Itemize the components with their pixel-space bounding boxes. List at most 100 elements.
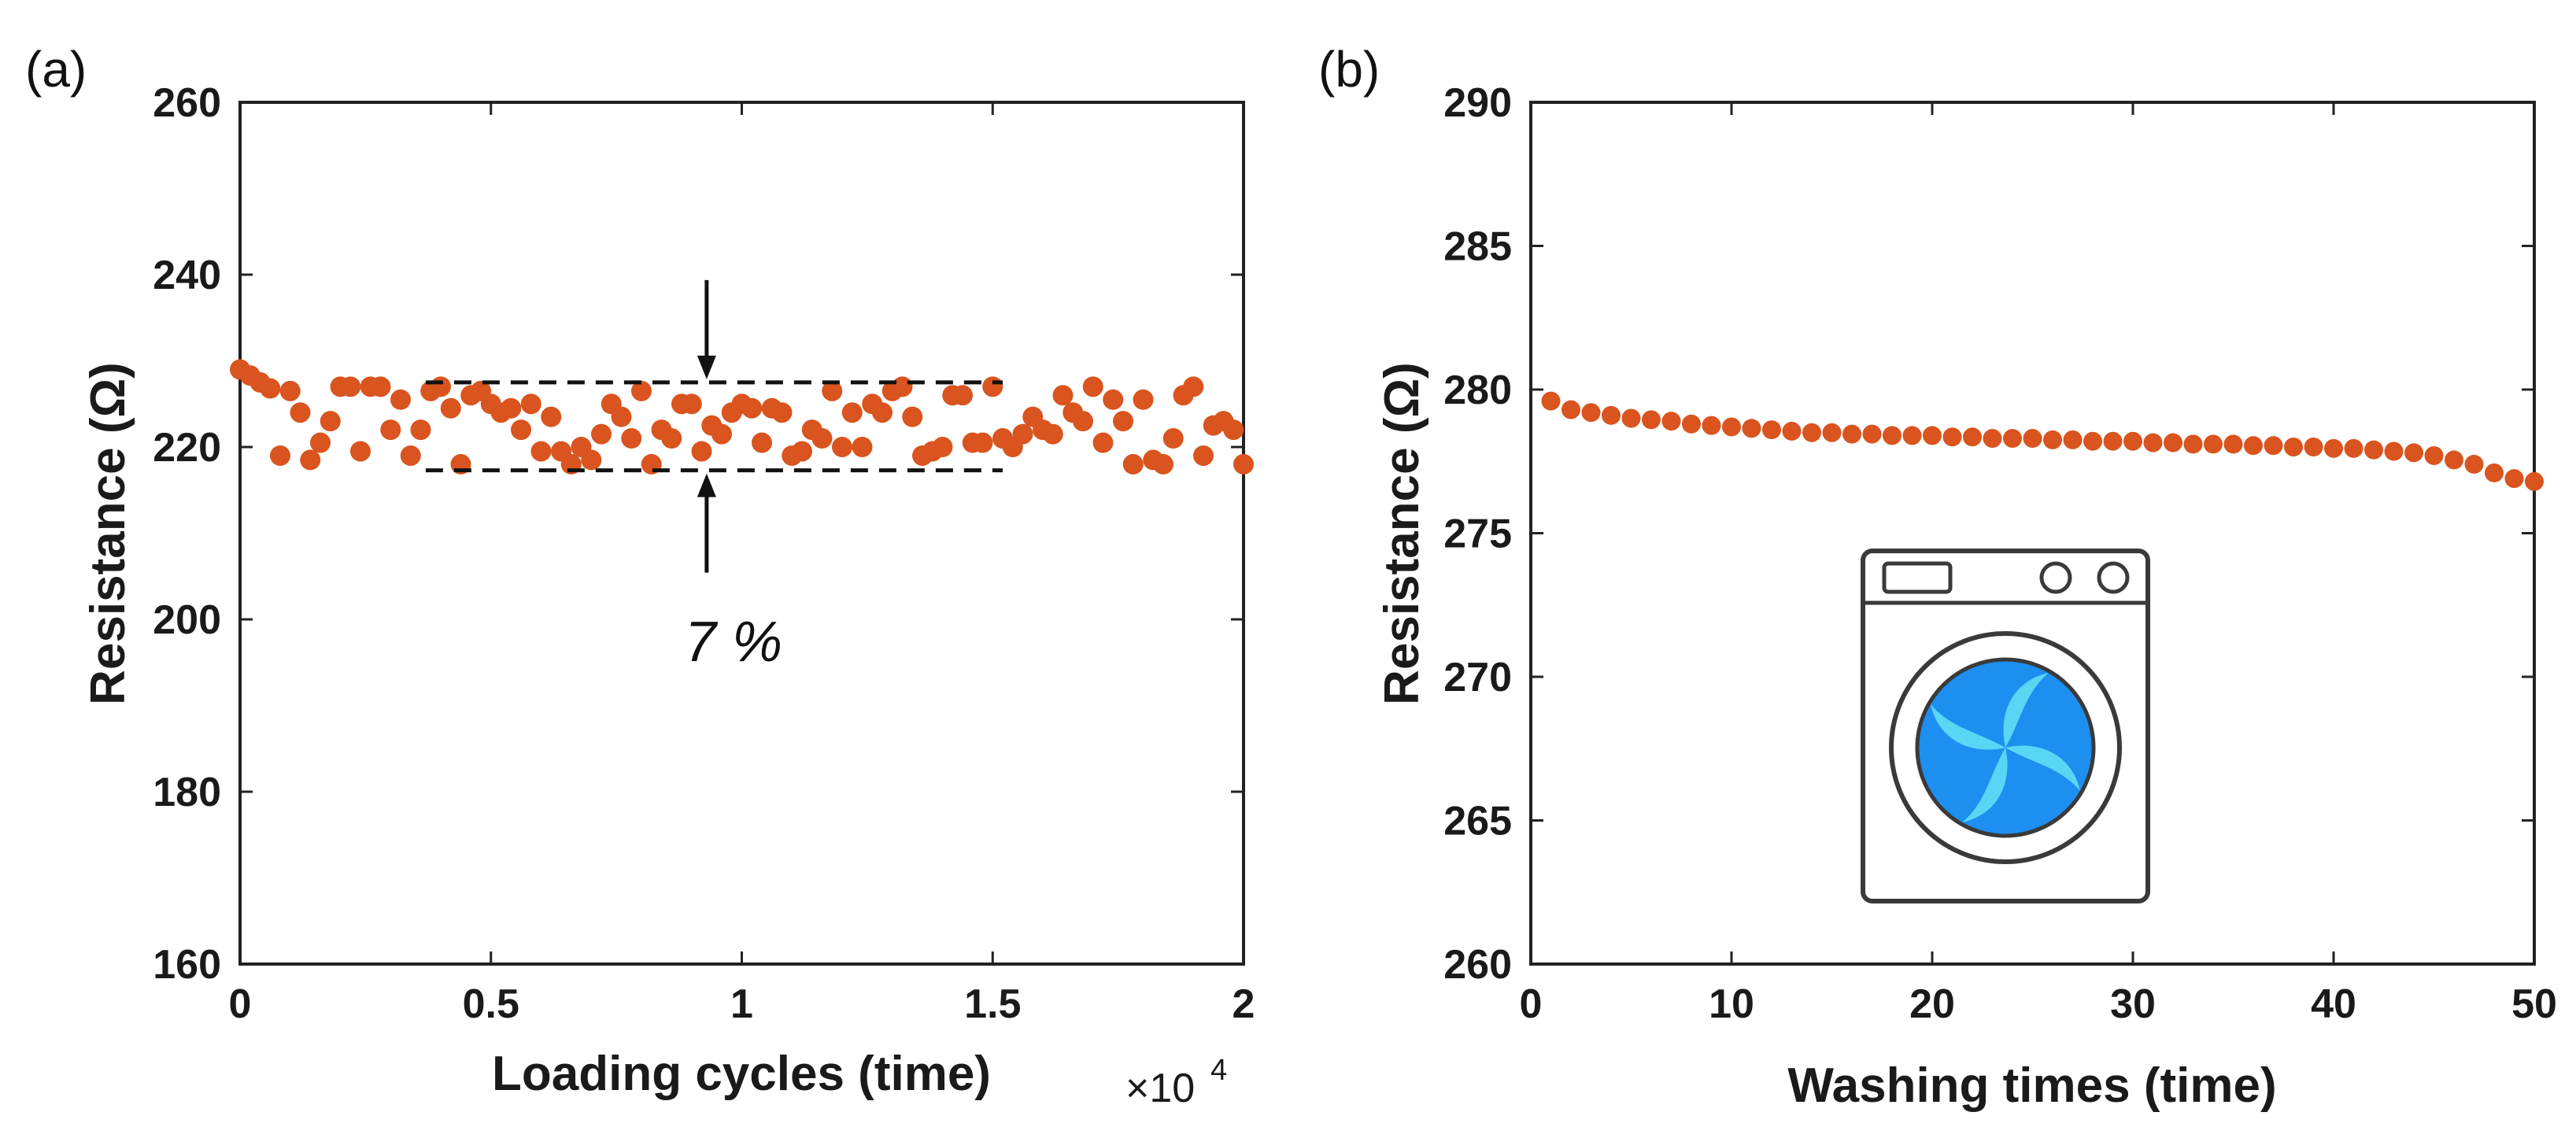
x-tick-label: 0 — [1520, 981, 1543, 1027]
data-point — [1842, 424, 1861, 444]
data-point — [1133, 389, 1154, 410]
x-tick-label: 30 — [2110, 981, 2156, 1027]
panel-a-y-axis-label: Resistance (Ω) — [81, 362, 135, 705]
data-point — [741, 397, 763, 419]
data-point — [932, 437, 953, 457]
data-point — [1702, 416, 1721, 435]
y-tick-label: 200 — [153, 597, 221, 643]
x-multiplier-exponent: 4 — [1210, 1054, 1227, 1087]
y-tick-label: 275 — [1443, 512, 1512, 557]
data-point — [2324, 438, 2343, 458]
data-point — [431, 376, 451, 397]
x-tick-label: 1 — [730, 981, 753, 1027]
data-point — [1802, 423, 1821, 442]
washer-display-icon — [1882, 561, 1953, 594]
data-point — [2204, 434, 2223, 454]
x-tick-label: 0 — [229, 981, 252, 1027]
data-point — [811, 428, 833, 449]
data-point — [440, 397, 461, 419]
data-point — [2223, 434, 2243, 454]
data-point — [1923, 426, 1942, 445]
data-point — [530, 441, 552, 462]
data-point — [2304, 438, 2323, 456]
data-point — [1042, 423, 1063, 445]
data-point — [972, 432, 993, 453]
data-point — [1012, 423, 1033, 445]
down-arrow-icon — [697, 355, 716, 379]
data-point — [2525, 471, 2544, 491]
panel-a-points — [230, 359, 1254, 475]
data-point — [1113, 411, 1133, 432]
y-tick-label: 280 — [1443, 368, 1512, 413]
panel-b: (b) 0 10 20 30 40 50 260 265 270 275 280 285 290 Was… — [1318, 41, 2557, 1113]
variation-annotation: 7 % — [685, 611, 782, 674]
panel-a-band: 7 % — [425, 279, 1003, 674]
data-point — [2083, 431, 2102, 451]
data-point — [390, 389, 411, 410]
data-point — [511, 419, 531, 441]
y-tick-label: 285 — [1443, 224, 1512, 270]
data-point — [872, 402, 893, 423]
data-point — [771, 402, 793, 423]
data-point — [952, 385, 973, 406]
data-point — [1762, 420, 1781, 440]
data-point — [1963, 427, 1982, 447]
x-tick-label: 20 — [1909, 981, 1955, 1027]
data-point — [520, 393, 541, 415]
y-tick-label: 220 — [153, 425, 221, 471]
data-point — [2404, 443, 2423, 463]
x-multiplier-base: ×10 — [1125, 1066, 1195, 1111]
data-point — [410, 419, 431, 441]
data-point — [370, 376, 391, 397]
data-point — [1902, 426, 1922, 445]
data-point — [2023, 429, 2042, 449]
panel-b-ticks: 0 10 20 30 40 50 260 265 270 275 280 285 290 — [1443, 80, 2557, 1027]
data-point — [1661, 412, 1681, 431]
data-point — [1153, 453, 1173, 475]
data-point — [2364, 440, 2383, 460]
data-point — [290, 402, 311, 423]
panel-b-y-axis-label: Resistance (Ω) — [1375, 362, 1429, 705]
data-point — [1233, 453, 1254, 475]
panel-a-ticks: 0 0.5 1 1.5 2 160 180 200 220 240 260 — [153, 80, 1255, 1027]
data-point — [1983, 429, 2002, 449]
data-point — [1223, 419, 1244, 441]
data-point — [2504, 469, 2524, 489]
panel-b-x-axis-label: Washing times (time) — [1787, 1059, 2276, 1113]
data-point — [1722, 417, 1741, 437]
data-point — [1642, 410, 1661, 430]
data-point — [1561, 400, 1580, 419]
data-point — [631, 380, 652, 401]
data-point — [852, 437, 873, 457]
data-point — [792, 441, 812, 462]
data-point — [300, 449, 321, 471]
data-point — [1782, 421, 1802, 441]
data-point — [350, 441, 371, 462]
data-point — [2424, 445, 2444, 465]
x-tick-label: 40 — [2311, 981, 2356, 1027]
y-tick-label: 260 — [1443, 942, 1512, 988]
data-point — [1621, 408, 1641, 428]
data-point — [621, 428, 642, 449]
y-tick-label: 270 — [1443, 655, 1512, 700]
data-point — [892, 376, 913, 397]
data-point — [2043, 430, 2062, 449]
data-point — [822, 380, 843, 401]
data-point — [752, 432, 772, 453]
data-point — [581, 449, 602, 471]
data-point — [2485, 463, 2504, 482]
data-point — [1122, 453, 1144, 475]
data-point — [2003, 429, 2022, 449]
data-point — [1082, 376, 1103, 397]
data-point — [902, 406, 923, 427]
data-point — [2164, 433, 2182, 453]
y-tick-label: 290 — [1443, 80, 1512, 126]
data-point — [310, 432, 331, 453]
data-point — [1822, 423, 1842, 442]
panel-a-x-axis-label: Loading cycles (time) — [492, 1047, 991, 1101]
y-tick-label: 265 — [1443, 799, 1512, 844]
data-point — [681, 393, 702, 415]
data-point — [340, 376, 361, 397]
data-point — [1862, 424, 1882, 444]
